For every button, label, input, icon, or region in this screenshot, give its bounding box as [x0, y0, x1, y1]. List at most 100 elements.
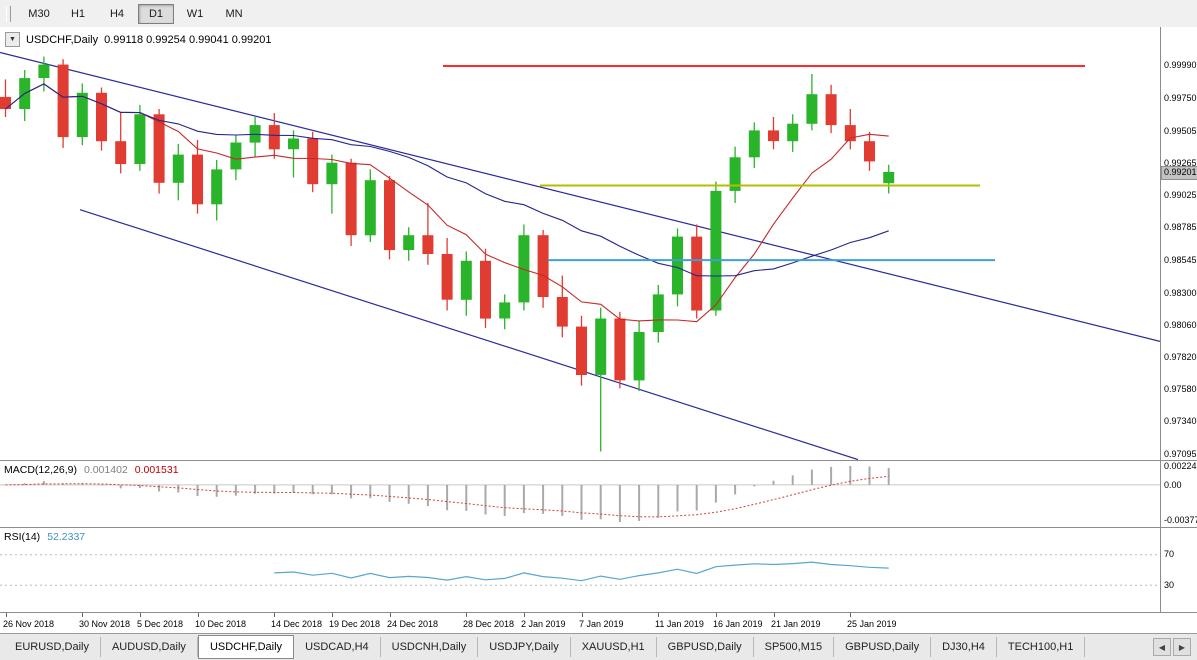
pane-divider[interactable] [0, 527, 1197, 528]
time-axis-tick [274, 613, 275, 617]
tab-audusd-daily[interactable]: AUDUSD,Daily [101, 637, 198, 657]
pane-divider[interactable] [0, 612, 1197, 613]
ohlc-values: 0.99118 0.99254 0.99041 0.99201 [104, 33, 272, 46]
time-axis: 26 Nov 2018 30 Nov 2018 5 Dec 2018 10 Dec 2… [0, 613, 1197, 633]
candle [230, 134, 242, 181]
timeframe-button-d1[interactable]: D1 [138, 3, 174, 24]
candle [345, 158, 357, 246]
candle [249, 117, 261, 158]
price-chart-canvas[interactable] [0, 27, 1160, 460]
macd-name: MACD(12,26,9) [4, 464, 77, 476]
candle [326, 154, 338, 214]
pane-divider[interactable] [0, 460, 1197, 461]
time-axis-label: 25 Jan 2019 [847, 619, 897, 629]
candle [211, 160, 223, 221]
candle [518, 224, 530, 311]
price-axis-label: 0.98060 [1164, 319, 1197, 330]
candle [576, 315, 587, 386]
candle [192, 139, 203, 214]
time-axis-tick [716, 613, 717, 617]
rsi-name: RSI(14) [4, 531, 41, 543]
macd-signal-line [5, 475, 889, 518]
tab-dj30-h4[interactable]: DJ30,H4 [931, 637, 997, 657]
current-price-badge: 0.99201 [1161, 166, 1197, 180]
timeframe-button-h1[interactable]: H1 [70, 7, 86, 20]
macd-canvas[interactable] [0, 461, 1160, 527]
price-axis-label: 0.98785 [1164, 222, 1197, 233]
tab-usdjpy-daily[interactable]: USDJPY,Daily [478, 637, 571, 657]
price-axis-label: 0.97820 [1164, 351, 1197, 362]
candle [384, 176, 395, 260]
candle [614, 311, 626, 389]
tab-xauusd-h1[interactable]: XAUUSD,H1 [571, 637, 657, 657]
tab-usdcnh-daily[interactable]: USDCNH,Daily [381, 637, 479, 657]
candle [364, 169, 376, 242]
toolbar-grip[interactable] [6, 5, 11, 22]
candle [115, 113, 127, 174]
tab-eurusd-daily[interactable]: EURUSD,Daily [4, 637, 101, 657]
timeframe-button-h4[interactable]: H4 [109, 7, 125, 20]
time-axis-label: 30 Nov 2018 [79, 619, 131, 629]
candle [499, 294, 511, 330]
candle [422, 203, 434, 265]
candle [0, 79, 11, 117]
candle [595, 307, 607, 452]
symbol-label: USDCHF,Daily [26, 33, 99, 46]
candle [633, 321, 645, 392]
candle [787, 114, 799, 152]
candle [537, 229, 549, 308]
timeframe-toolbar: M30 H1 H4 D1 W1 MN [0, 0, 1197, 28]
tab-scroll-left-icon[interactable]: ◀ [1153, 638, 1171, 656]
rsi-header: RSI(14) 52.2337 [4, 531, 85, 543]
price-axis-label: 0.98545 [1164, 254, 1197, 265]
tab-usdcad-h4[interactable]: USDCAD,H4 [294, 637, 381, 657]
time-axis-tick [390, 613, 391, 617]
candle [19, 70, 31, 121]
rsi-canvas[interactable] [0, 528, 1160, 612]
timeframe-button-w1[interactable]: W1 [186, 7, 204, 20]
time-axis-tick [524, 613, 525, 617]
timeframe-button-m30[interactable]: M30 [28, 7, 50, 20]
time-axis-tick [198, 613, 199, 617]
rsi-value: 52.2337 [47, 531, 86, 543]
time-axis-tick [582, 613, 583, 617]
tab-usdchf-daily[interactable]: USDCHF,Daily [197, 635, 295, 659]
macd-scale-label: 0.002247 [1164, 461, 1197, 471]
timeframe-button-mn[interactable]: MN [225, 7, 243, 20]
price-axis-label: 0.99265 [1164, 157, 1197, 168]
candle [172, 143, 184, 201]
candle [307, 131, 319, 193]
timeframe-buttons: M30 H1 H4 D1 W1 MN [21, 3, 255, 24]
time-axis-tick [140, 613, 141, 617]
tab-tech100-h1[interactable]: TECH100,H1 [997, 637, 1086, 657]
price-axis-label: 0.98300 [1164, 287, 1197, 298]
price-axis-label: 0.99990 [1164, 60, 1197, 71]
rsi-line [274, 561, 889, 582]
tab-scroll-right-icon[interactable]: ▶ [1173, 638, 1191, 656]
candle [710, 181, 722, 316]
time-axis-label: 10 Dec 2018 [195, 619, 247, 629]
time-axis-tick [850, 613, 851, 617]
collapse-chart-icon[interactable]: ▼ [5, 32, 20, 47]
tab-sp500-m15[interactable]: SP500,M15 [754, 637, 835, 657]
trendline[interactable] [79, 209, 859, 460]
candle [38, 56, 50, 92]
tab-gbpusd-daily[interactable]: GBPUSD,Daily [834, 637, 932, 657]
trendline[interactable] [0, 51, 1160, 342]
time-axis-label: 21 Jan 2019 [771, 619, 821, 629]
chart-window[interactable]: ▼ USDCHF,Daily 0.99118 0.99254 0.99041 0… [0, 27, 1197, 633]
rsi-scale-label: 70 [1164, 549, 1175, 560]
macd-scale-label: 0.00 [1164, 479, 1182, 490]
candle [883, 164, 895, 194]
price-axis-label: 0.99505 [1164, 125, 1197, 136]
tab-gbpusd-daily[interactable]: GBPUSD,Daily [657, 637, 754, 657]
time-axis-tick [332, 613, 333, 617]
candle [76, 83, 88, 146]
candle [153, 109, 165, 194]
time-axis-label: 19 Dec 2018 [329, 619, 381, 629]
time-axis-label: 26 Nov 2018 [3, 619, 55, 629]
price-axis-border [1160, 27, 1161, 613]
time-axis-tick [82, 613, 83, 617]
price-axis-label: 0.97340 [1164, 416, 1197, 427]
time-axis-label: 14 Dec 2018 [271, 619, 323, 629]
